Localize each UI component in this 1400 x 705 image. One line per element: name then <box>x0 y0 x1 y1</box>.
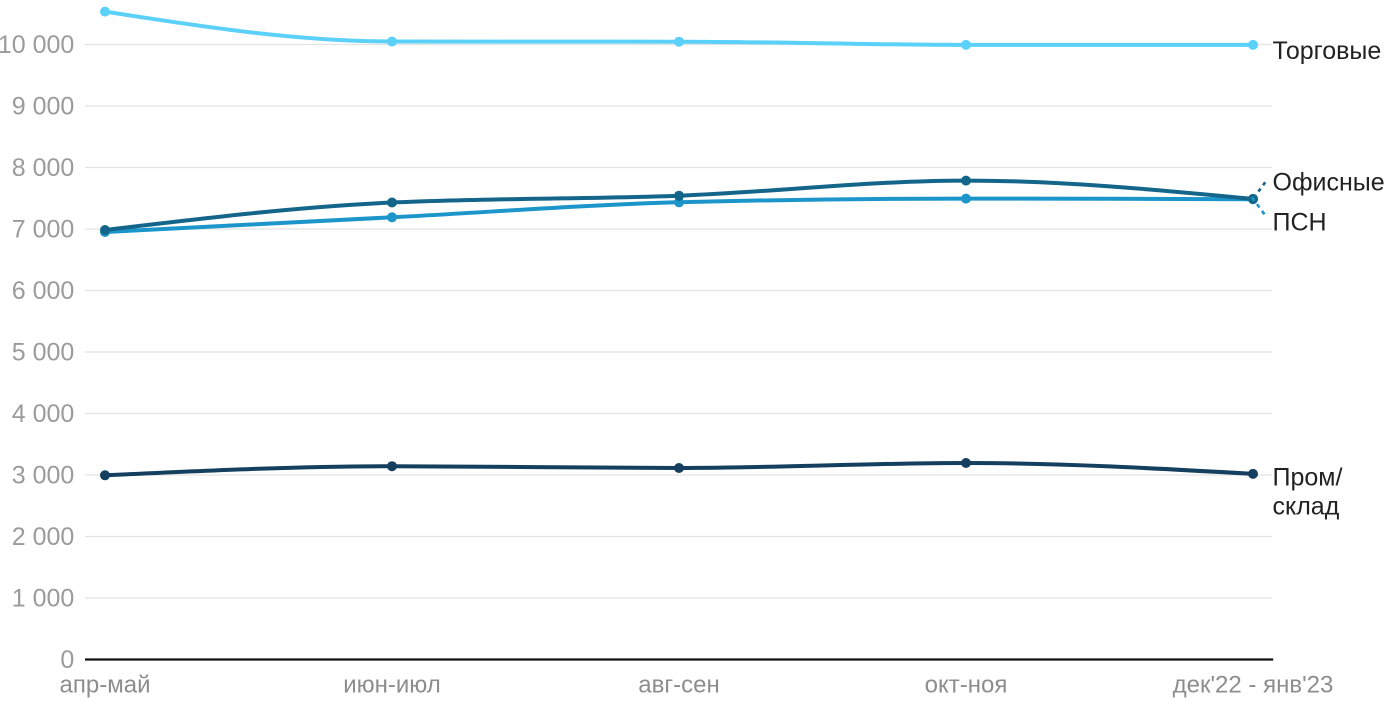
svg-text:авг-сен: авг-сен <box>638 672 719 699</box>
svg-text:окт-ноя: окт-ноя <box>925 672 1008 699</box>
svg-text:дек'22 - янв'23: дек'22 - янв'23 <box>1173 672 1334 699</box>
svg-text:ПСН: ПСН <box>1273 208 1327 236</box>
svg-text:5 000: 5 000 <box>12 339 75 367</box>
svg-text:склад: склад <box>1273 492 1340 520</box>
svg-text:9 000: 9 000 <box>12 93 75 121</box>
svg-text:3 000: 3 000 <box>12 462 75 490</box>
svg-text:7 000: 7 000 <box>12 216 75 244</box>
svg-text:8 000: 8 000 <box>12 154 75 182</box>
svg-text:2 000: 2 000 <box>12 523 75 551</box>
svg-text:4 000: 4 000 <box>12 400 75 428</box>
svg-text:0: 0 <box>60 646 74 674</box>
svg-text:10 000: 10 000 <box>0 31 74 59</box>
svg-text:апр-май: апр-май <box>60 672 151 699</box>
svg-text:Офисные: Офисные <box>1273 169 1385 197</box>
svg-text:июн-июл: июн-июл <box>343 672 441 699</box>
svg-text:1 000: 1 000 <box>12 585 75 613</box>
svg-text:6 000: 6 000 <box>12 277 75 305</box>
svg-text:Пром/: Пром/ <box>1273 463 1343 491</box>
svg-text:Торговые: Торговые <box>1273 37 1382 65</box>
